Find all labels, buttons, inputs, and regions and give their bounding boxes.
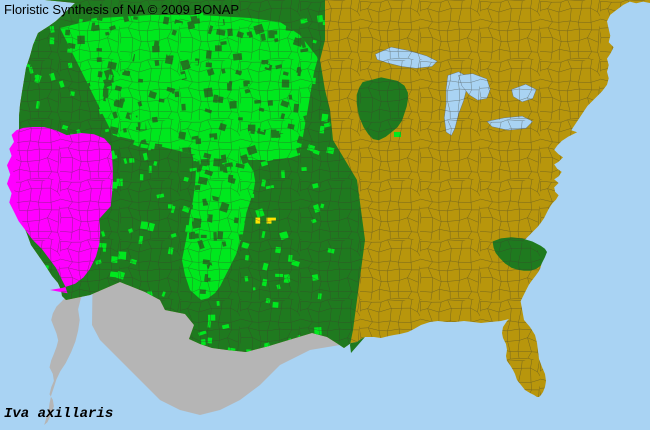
svg-text:Iva axillaris: Iva axillaris (4, 406, 113, 422)
svg-text:Floristic Synthesis of NA © 20: Floristic Synthesis of NA © 2009 BONAP (4, 2, 239, 17)
